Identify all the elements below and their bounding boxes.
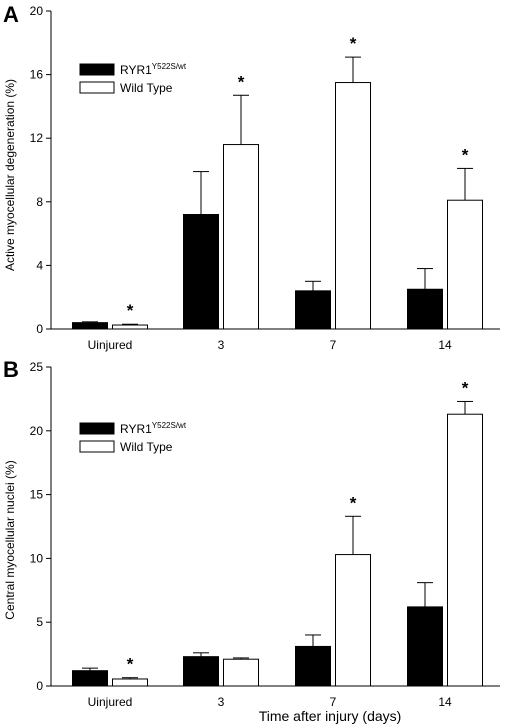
bar	[447, 413, 483, 687]
significance-marker: *	[462, 378, 469, 397]
legend-label-sup: Y522S/wt	[152, 421, 187, 430]
bar	[112, 678, 148, 687]
y-tick-label: 25	[30, 360, 44, 374]
significance-marker: *	[238, 72, 245, 91]
legend-label-base: RYR1	[120, 63, 152, 77]
x-tick-label: Uinjured	[88, 338, 133, 352]
y-tick-label: 12	[30, 131, 44, 145]
x-axis-title: Time after injury (days)	[259, 708, 402, 724]
bar	[112, 324, 148, 330]
bar	[295, 290, 331, 330]
panel-letter: B	[3, 357, 19, 382]
x-tick-label: 7	[330, 695, 337, 709]
bar	[223, 658, 259, 687]
bar	[223, 144, 259, 330]
legend-label-wildtype: Wild Type	[120, 440, 173, 454]
x-tick-label: 3	[218, 695, 225, 709]
legend-swatch-wildtype	[79, 81, 115, 94]
bar	[72, 670, 108, 687]
y-tick-label: 20	[30, 424, 44, 438]
bar	[335, 554, 371, 687]
x-tick-label: 3	[218, 338, 225, 352]
legend-label-wildtype: Wild Type	[120, 81, 173, 95]
bar	[407, 606, 443, 687]
y-tick-label: 10	[30, 551, 44, 565]
plot-area: 0 5 10 15 20 25 Uinjured 3 7 14 * * *	[30, 360, 500, 709]
bar	[407, 288, 443, 330]
x-tick-label: Uinjured	[88, 695, 133, 709]
y-tick-label: 0	[36, 322, 43, 336]
plot-area: 0 4 8 12 16 20 Uinjured 3 7 14 * * * *	[30, 4, 500, 352]
legend: RYR1Y522S/wt Wild Type	[79, 421, 187, 454]
bar	[72, 322, 108, 330]
legend-label-sup: Y522S/wt	[152, 62, 187, 71]
y-tick-label: 20	[30, 4, 44, 18]
panel-b: B Central myocellular nuclei (%) 0 5 10 15 2…	[3, 357, 500, 724]
legend-swatch-wildtype	[79, 440, 115, 453]
bar	[183, 656, 219, 687]
x-tick-label: 14	[438, 695, 452, 709]
legend-swatch-mutant	[79, 422, 115, 435]
panel-a: A Active myocellular degeneration (%) 0 4…	[3, 2, 500, 352]
y-tick-label: 8	[36, 195, 43, 209]
bar	[335, 82, 371, 330]
y-axis-title: Active myocellular degeneration (%)	[3, 79, 17, 271]
significance-marker: *	[350, 34, 357, 53]
x-tick-label: 14	[438, 338, 452, 352]
y-tick-label: 15	[30, 488, 44, 502]
y-tick-label: 0	[36, 679, 43, 693]
y-axis-title: Central myocellular nuclei (%)	[3, 460, 17, 619]
legend-label-base: RYR1	[120, 422, 152, 436]
legend-label-mutant: RYR1Y522S/wt	[120, 421, 187, 436]
x-tick-label: 7	[330, 338, 337, 352]
y-tick-label: 4	[36, 258, 43, 272]
y-tick-label: 5	[36, 615, 43, 629]
y-tick-label: 16	[30, 68, 44, 82]
legend: RYR1Y522S/wt Wild Type	[79, 62, 187, 95]
bar	[295, 645, 331, 687]
significance-marker: *	[127, 655, 134, 674]
legend-swatch-mutant	[79, 63, 115, 76]
significance-marker: *	[127, 301, 134, 320]
legend-label-mutant: RYR1Y522S/wt	[120, 62, 187, 77]
bar	[183, 214, 219, 330]
significance-marker: *	[350, 493, 357, 512]
panel-letter: A	[3, 2, 19, 27]
significance-marker: *	[462, 145, 469, 164]
bar	[447, 199, 483, 330]
